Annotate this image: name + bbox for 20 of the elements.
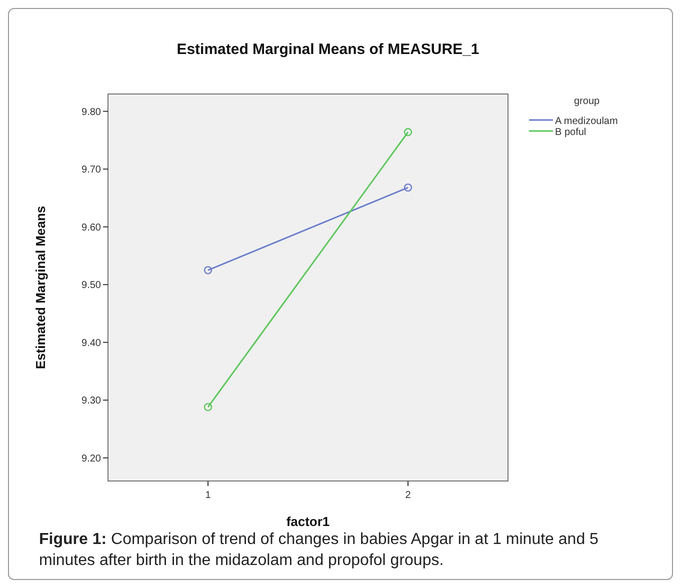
- chart-title: Estimated Marginal Means of MEASURE_1: [176, 41, 480, 58]
- y-tick-label: 9.30: [82, 396, 102, 407]
- point: [404, 128, 412, 136]
- caption: Figure 1: Comparison of trend of changes in babies Apgar in at 1 minute and 5 minutes after birth in the midazolam and propofol groups.: [39, 530, 600, 571]
- y-tick-label: 9.50: [82, 280, 102, 292]
- point: [204, 266, 212, 274]
- legend-label: A medizoulam: [555, 116, 618, 127]
- y-tick-label: 9.80: [82, 106, 102, 118]
- y-tick-label: 9.20: [82, 453, 102, 464]
- x-tick-label: 1: [205, 490, 212, 501]
- y-axis-title: Estimated Marginal Means: [33, 206, 48, 370]
- y-tick-label: 9.70: [82, 164, 102, 176]
- legend-title: group: [574, 96, 600, 107]
- y-tick-label: 9.40: [82, 338, 102, 349]
- legend-label: B poful: [555, 127, 586, 138]
- x-tick-label: 2: [405, 490, 412, 501]
- point: [404, 183, 412, 192]
- y-tick-label: 9.60: [82, 222, 102, 234]
- x-axis-title: factor1: [286, 514, 330, 529]
- point: [204, 402, 212, 412]
